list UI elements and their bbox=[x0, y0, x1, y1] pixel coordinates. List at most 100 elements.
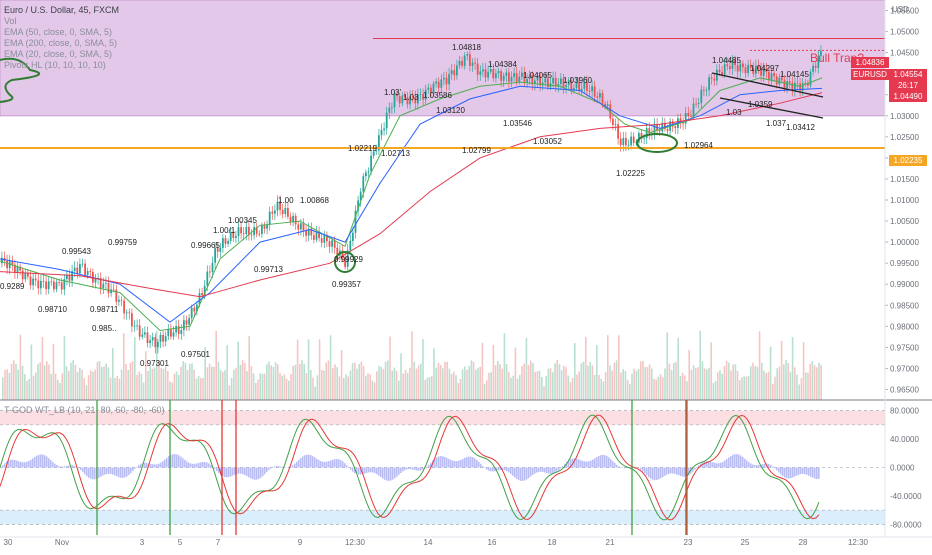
ema200-legend[interactable]: EMA (200, close, 0, SMA, 5) bbox=[4, 38, 117, 48]
osc-hist-bar bbox=[136, 467, 138, 468]
osc-hist-bar bbox=[392, 468, 394, 480]
volume-bar bbox=[92, 372, 94, 400]
osc-hist-bar bbox=[374, 468, 376, 474]
osc-hist-bar bbox=[242, 468, 244, 475]
symbol-title[interactable]: Euro / U.S. Dollar, 45, FXCM bbox=[4, 5, 119, 15]
osc-hist-bar bbox=[504, 468, 506, 471]
osc-hist-bar bbox=[152, 464, 154, 467]
osc-hist-bar bbox=[102, 468, 104, 476]
volume-bar bbox=[532, 363, 534, 400]
osc-hist-bar bbox=[352, 468, 354, 472]
osc-hist-bar bbox=[788, 468, 790, 479]
osc-hist-bar bbox=[28, 461, 30, 468]
support-tag: 1.02235 bbox=[889, 155, 927, 166]
candle-body bbox=[113, 289, 115, 290]
osc-hist-bar bbox=[796, 468, 798, 476]
volume-bar bbox=[594, 375, 596, 400]
volume-bar bbox=[224, 370, 226, 400]
volume-bar bbox=[633, 369, 635, 400]
volume-bar bbox=[446, 362, 448, 400]
osc-hist-bar bbox=[106, 468, 108, 475]
osc-hist-bar bbox=[716, 463, 718, 467]
osc-hist-bar bbox=[542, 468, 544, 472]
volume-bar bbox=[196, 379, 198, 400]
osc-hist-bar bbox=[260, 468, 262, 478]
volume-bar bbox=[682, 373, 684, 400]
candle-body bbox=[61, 282, 63, 289]
volume-bar bbox=[319, 339, 321, 400]
osc-hist-bar bbox=[274, 466, 276, 467]
candle-body bbox=[297, 224, 299, 229]
volume-bar bbox=[563, 366, 565, 400]
osc-hist-bar bbox=[492, 468, 494, 472]
volume-legend[interactable]: Vol bbox=[4, 16, 17, 26]
osc-hist-bar bbox=[538, 468, 540, 472]
volume-bar bbox=[787, 363, 789, 400]
osc-hist-bar bbox=[812, 468, 814, 478]
osc-hist-bar bbox=[414, 468, 416, 471]
volume-bar bbox=[715, 381, 717, 400]
osc-hist-bar bbox=[514, 468, 516, 478]
candle-body bbox=[316, 232, 318, 240]
osc-hist-bar bbox=[358, 468, 360, 475]
candle-body bbox=[303, 223, 305, 231]
volume-bar bbox=[598, 375, 600, 400]
osc-hist-bar bbox=[268, 468, 270, 471]
ema20-legend[interactable]: EMA (20, close, 0, SMA, 5) bbox=[4, 49, 112, 59]
osc-hist-bar bbox=[342, 461, 344, 467]
candle-body bbox=[27, 273, 29, 276]
volume-bar bbox=[345, 374, 347, 400]
volume-bar bbox=[545, 376, 547, 400]
volume-bar bbox=[149, 366, 151, 400]
y-tick-label: 1.02500 bbox=[890, 133, 919, 142]
volume-bar bbox=[424, 380, 426, 400]
osc-hist-bar bbox=[536, 468, 538, 473]
volume-bar bbox=[519, 375, 521, 400]
osc-hist-bar bbox=[720, 463, 722, 468]
volume-bar bbox=[281, 376, 283, 400]
volume-bar bbox=[152, 369, 154, 400]
pivots-legend[interactable]: Pivots HL (10, 10, 10, 10) bbox=[4, 60, 106, 70]
volume-bar bbox=[501, 369, 503, 400]
volume-bar bbox=[556, 360, 558, 400]
osc-hist-bar bbox=[466, 457, 468, 467]
osc-hist-bar bbox=[156, 464, 158, 467]
oscillator-legend[interactable]: T-GOD WT_LB (10, 21, 80, 60, -80, -60) bbox=[4, 405, 165, 415]
volume-bar bbox=[585, 337, 587, 400]
volume-bar bbox=[24, 374, 26, 400]
osc-hist-bar bbox=[188, 463, 190, 468]
osc-hist-bar bbox=[594, 458, 596, 467]
candle-body bbox=[461, 61, 463, 66]
osc-hist-bar bbox=[138, 465, 140, 467]
volume-bar bbox=[647, 367, 649, 400]
volume-bar bbox=[429, 377, 431, 400]
osc-hist-bar bbox=[726, 459, 728, 467]
candle-body bbox=[729, 66, 731, 69]
volume-bar bbox=[541, 377, 543, 400]
osc-hist-bar bbox=[608, 457, 610, 467]
osc-hist-bar bbox=[64, 466, 66, 467]
ema50-legend[interactable]: EMA (50, close, 0, SMA, 5) bbox=[4, 27, 112, 37]
volume-bar bbox=[343, 378, 345, 400]
pivot-label: 1.02799 bbox=[462, 146, 491, 155]
volume-bar bbox=[380, 367, 382, 400]
osc-hist-bar bbox=[614, 463, 616, 468]
candle-body bbox=[134, 326, 136, 327]
volume-bar bbox=[662, 377, 664, 400]
candle-body bbox=[329, 241, 331, 247]
volume-bar bbox=[44, 365, 46, 400]
volume-bar bbox=[666, 332, 668, 400]
osc-hist-bar bbox=[376, 468, 378, 475]
volume-bar bbox=[301, 360, 303, 400]
osc-hist-bar bbox=[308, 455, 310, 468]
volume-bar bbox=[361, 361, 363, 400]
volume-bar bbox=[323, 371, 325, 400]
candle-body bbox=[362, 176, 364, 192]
osc-hist-bar bbox=[524, 468, 526, 481]
volume-bar bbox=[171, 382, 173, 400]
candle-body bbox=[178, 326, 180, 334]
volume-bar bbox=[211, 367, 213, 400]
candle-body bbox=[513, 73, 515, 77]
